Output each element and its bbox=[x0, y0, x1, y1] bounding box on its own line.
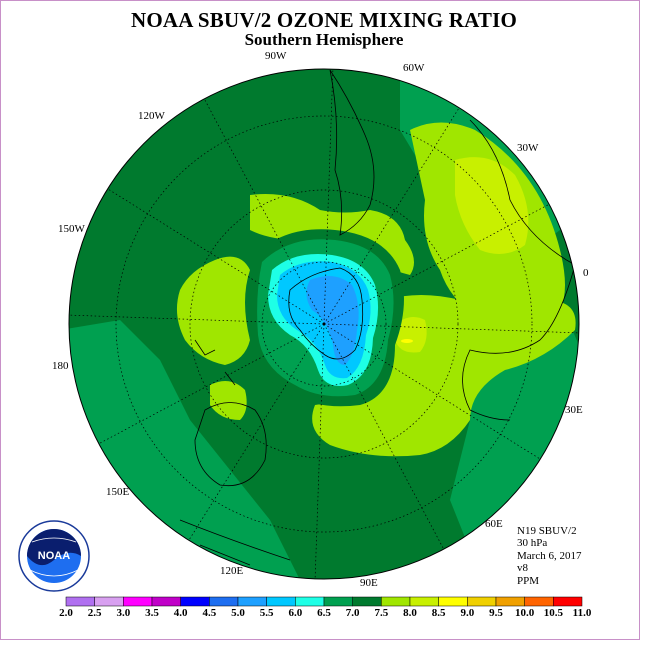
south-pole-marker bbox=[322, 322, 326, 326]
colorbar-label: 4.5 bbox=[202, 607, 217, 619]
vortex-blue-core bbox=[306, 276, 359, 365]
coast-antarctica bbox=[288, 267, 364, 360]
colorbar-box bbox=[438, 596, 468, 607]
field-light-green-west bbox=[176, 256, 250, 365]
colorbar-box bbox=[323, 596, 353, 607]
info-units: PPM bbox=[517, 574, 540, 587]
info-level: 30 hPa bbox=[517, 537, 548, 550]
colorbar-label: 10.5 bbox=[543, 607, 563, 619]
colorbar-label: 9.0 bbox=[460, 607, 475, 619]
colorbar-boxes bbox=[65, 596, 583, 607]
lon-label-180: 180 bbox=[52, 360, 69, 372]
colorbar-label: 10.0 bbox=[515, 607, 535, 619]
colorbar-label: 8.0 bbox=[403, 607, 417, 619]
colorbar-label: 5.5 bbox=[259, 607, 274, 619]
colorbar-box bbox=[553, 596, 583, 607]
map-boundary bbox=[68, 68, 580, 580]
field-yellow-green-northeast bbox=[455, 157, 529, 254]
latitude-circle-70s bbox=[261, 261, 387, 387]
lon-label-0: 0 bbox=[583, 267, 589, 279]
colorbar-label: 6.5 bbox=[317, 607, 331, 619]
colorbar-label: 8.5 bbox=[431, 607, 446, 619]
lon-label-30w: 30W bbox=[517, 142, 539, 154]
colorbar-box bbox=[295, 596, 325, 607]
meridian-line bbox=[107, 188, 325, 325]
lon-label-60e: 60E bbox=[485, 518, 503, 530]
colorbar-box bbox=[151, 596, 181, 607]
lon-label-30e: 30E bbox=[565, 404, 583, 416]
colorbar-box bbox=[524, 596, 554, 607]
meridian-line bbox=[69, 314, 325, 325]
lon-label-60w: 60W bbox=[403, 62, 425, 74]
colorbar-box bbox=[180, 596, 210, 607]
map-title: NOAA SBUV/2 OZONE MIXING RATIO bbox=[131, 8, 517, 32]
field-light-green-south bbox=[210, 381, 247, 420]
colorbar-label: 4.0 bbox=[173, 607, 188, 619]
field-yellow-spot bbox=[401, 339, 413, 343]
meridian-line bbox=[323, 203, 550, 325]
noaa-logo-icon: NOAA bbox=[18, 520, 90, 592]
meridian-lines bbox=[69, 69, 579, 579]
lon-label-120w: 120W bbox=[138, 110, 165, 122]
meridian-line bbox=[188, 323, 325, 541]
lon-label-150w: 150W bbox=[58, 223, 85, 235]
meridian-line bbox=[323, 107, 460, 325]
coast-south-america bbox=[329, 69, 375, 236]
colorbar-label: 6.0 bbox=[288, 607, 303, 619]
colorbar-box bbox=[209, 596, 239, 607]
meridian-line bbox=[203, 98, 325, 325]
colorbar-label: 7.5 bbox=[374, 607, 389, 619]
field-light-green-east bbox=[312, 295, 576, 457]
colorbar-label: 3.5 bbox=[145, 607, 159, 619]
colorbar-label: 5.0 bbox=[231, 607, 245, 619]
colorbar-label: 9.5 bbox=[489, 607, 503, 619]
meridian-line bbox=[323, 69, 334, 325]
info-version: v8 bbox=[517, 562, 528, 575]
coast-africa bbox=[462, 119, 576, 421]
colorbar-label: 11.0 bbox=[572, 607, 592, 619]
graticule bbox=[69, 69, 579, 579]
meridian-line bbox=[98, 323, 325, 445]
coast-new-zealand bbox=[194, 339, 236, 386]
info-block: N19 SBUV/2 30 hPa March 6, 2017 v8 PPM bbox=[517, 525, 581, 587]
lon-label-150e: 150E bbox=[106, 486, 130, 498]
colorbar-label: 2.0 bbox=[59, 607, 73, 619]
lon-label-90e: 90E bbox=[360, 577, 378, 589]
lon-label-120e: 120E bbox=[220, 565, 244, 577]
info-date: March 6, 2017 bbox=[517, 549, 582, 562]
colorbar-label: 7.0 bbox=[345, 607, 360, 619]
colorbar-box bbox=[409, 596, 439, 607]
info-satellite: N19 SBUV/2 bbox=[517, 525, 577, 537]
meridian-line bbox=[323, 323, 579, 334]
colorbar-label: 3.0 bbox=[116, 607, 131, 619]
colorbar-box bbox=[495, 596, 525, 607]
map-subtitle: Southern Hemisphere bbox=[244, 30, 404, 49]
frame-border bbox=[0, 0, 640, 640]
meridian-line bbox=[314, 323, 325, 579]
coast-australia bbox=[194, 402, 267, 487]
colorbar-box bbox=[352, 596, 382, 607]
lon-label-90w: 90W bbox=[265, 50, 287, 62]
latitude-circle-30s bbox=[115, 115, 533, 533]
colorbar-box bbox=[381, 596, 411, 607]
colorbar-label: 2.5 bbox=[87, 607, 102, 619]
coastlines bbox=[179, 69, 576, 566]
colorbar-box bbox=[65, 596, 95, 607]
field-yellow-green-east bbox=[395, 316, 427, 353]
meridian-line bbox=[323, 323, 445, 550]
colorbar-box bbox=[94, 596, 124, 607]
colorbar-box bbox=[123, 596, 153, 607]
latitude-circle-50s bbox=[189, 189, 459, 459]
colorbar-box bbox=[266, 596, 296, 607]
meridian-line bbox=[323, 323, 541, 460]
coast-indonesia bbox=[179, 519, 291, 566]
colorbar-box bbox=[237, 596, 267, 607]
colorbar-box bbox=[467, 596, 497, 607]
logo-text: NOAA bbox=[38, 550, 70, 562]
